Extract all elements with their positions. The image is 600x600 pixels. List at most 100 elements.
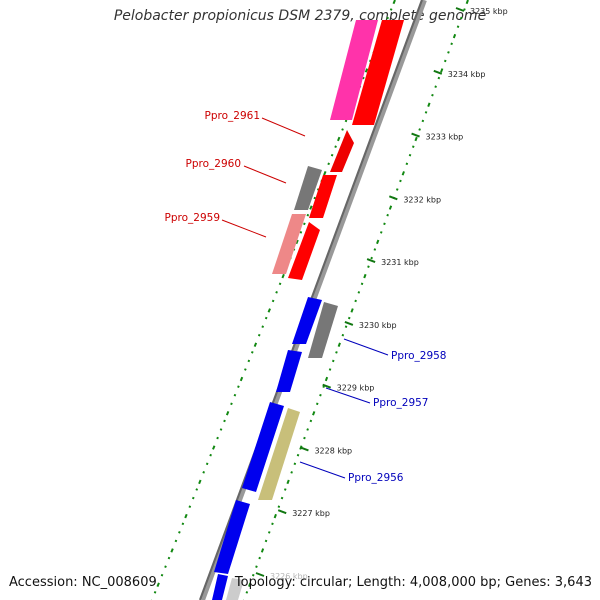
gc-dot <box>223 419 226 423</box>
label-ppro-2956[interactable]: Ppro_2956 <box>348 472 404 484</box>
label-ppro-2957[interactable]: Ppro_2957 <box>373 397 428 409</box>
gc-dot <box>408 153 412 157</box>
gc-dot <box>306 428 309 431</box>
gc-dot <box>405 162 409 166</box>
gc-dot <box>184 513 188 519</box>
gene-blue-5[interactable] <box>212 574 228 600</box>
gc-dot <box>364 68 369 73</box>
label-ppro-2958[interactable]: Ppro_2958 <box>391 350 446 362</box>
gc-dot <box>447 51 450 54</box>
gc-dot <box>418 128 421 131</box>
gene-red-1[interactable] <box>352 20 404 125</box>
gc-dot <box>389 8 393 11</box>
kbp-label: 3228 kbp <box>314 446 352 455</box>
label-ppro-2960[interactable]: Ppro_2960 <box>186 158 241 170</box>
gc-dot <box>205 462 209 466</box>
gc-dot <box>275 291 278 294</box>
gc-dot <box>313 196 317 200</box>
gc-dot <box>156 582 160 587</box>
gc-dot <box>341 128 344 131</box>
gc-dot <box>237 385 240 388</box>
gc-dot <box>281 273 285 279</box>
gc-dot <box>181 522 185 526</box>
gc-dot <box>327 162 330 166</box>
gc-dot <box>244 368 247 371</box>
kbp-tick <box>277 509 287 515</box>
gc-dot <box>167 556 171 560</box>
gene-khaki[interactable] <box>258 408 300 500</box>
gc-dot <box>198 479 202 485</box>
gc-dot <box>306 213 310 217</box>
gc-dot <box>202 471 205 474</box>
gc-dot <box>344 119 348 123</box>
gene-red-2[interactable] <box>330 130 354 172</box>
kbp-label: 3232 kbp <box>403 195 441 204</box>
gene-blue-2[interactable] <box>276 350 302 392</box>
gc-dot <box>386 213 389 217</box>
gene-blue-1[interactable] <box>292 297 322 344</box>
gc-dot <box>335 351 338 354</box>
gc-dot <box>323 171 327 176</box>
gene-gray-2[interactable] <box>308 302 338 358</box>
gc-dot <box>399 179 402 183</box>
gene-pink[interactable] <box>330 20 378 120</box>
gc-dot <box>299 231 303 234</box>
gene-lightgray[interactable] <box>226 578 244 600</box>
gc-dot <box>250 351 254 354</box>
gc-dot <box>427 102 431 107</box>
gc-dot <box>443 59 447 63</box>
gc-dot <box>411 145 415 148</box>
gc-dot <box>330 153 334 157</box>
gc-dot <box>401 171 405 176</box>
gc-dot <box>233 393 237 397</box>
label-ppro-2961[interactable]: Ppro_2961 <box>205 110 260 122</box>
gc-dot <box>376 239 380 245</box>
gc-dot <box>271 522 274 526</box>
gc-dot <box>253 342 258 347</box>
gc-dot <box>452 33 457 39</box>
gc-dot <box>267 531 271 534</box>
gc-dot <box>178 531 181 534</box>
gene-red-4[interactable] <box>288 222 320 280</box>
gc-dot <box>277 505 281 508</box>
gc-dot <box>153 591 157 594</box>
gene-gray-1[interactable] <box>294 166 322 210</box>
kbp-tick <box>388 195 398 201</box>
kbp-label: 3229 kbp <box>337 384 375 393</box>
gc-dot <box>209 453 212 457</box>
gc-dot <box>362 76 365 80</box>
gc-dot <box>271 299 275 303</box>
gc-dot <box>434 85 437 88</box>
gc-dot <box>456 25 460 28</box>
gc-dot <box>290 471 293 474</box>
gc-dot <box>370 256 373 260</box>
kbp-label: 3234 kbp <box>448 70 486 79</box>
kbp-label: 3235 kbp <box>470 7 508 16</box>
gc-dot <box>331 359 335 363</box>
gc-dot <box>344 325 348 328</box>
gene-lightred[interactable] <box>272 214 306 274</box>
gc-dot <box>392 0 396 5</box>
gc-dot <box>303 222 306 226</box>
kbp-tick <box>322 383 332 389</box>
gc-dot <box>360 282 364 286</box>
gc-dot <box>273 513 277 519</box>
gc-dot <box>363 273 367 279</box>
gc-dot <box>414 136 418 142</box>
gc-dot <box>347 316 351 320</box>
gene-red-3[interactable] <box>309 175 337 218</box>
kbp-tick <box>300 446 309 452</box>
gene-blue-3[interactable] <box>242 402 284 492</box>
gc-dot <box>309 205 313 210</box>
gc-dot <box>170 548 174 553</box>
gc-dot <box>267 308 271 313</box>
gc-dot <box>164 565 167 568</box>
gc-dot <box>293 462 297 466</box>
forward-genes <box>272 20 404 280</box>
kbp-label: 3226 kbp <box>270 572 308 581</box>
gc-dot <box>251 573 255 577</box>
gc-dot <box>286 479 290 485</box>
gene-blue-4[interactable] <box>214 500 250 574</box>
gc-dot <box>303 436 306 440</box>
label-ppro-2959[interactable]: Ppro_2959 <box>165 212 220 224</box>
